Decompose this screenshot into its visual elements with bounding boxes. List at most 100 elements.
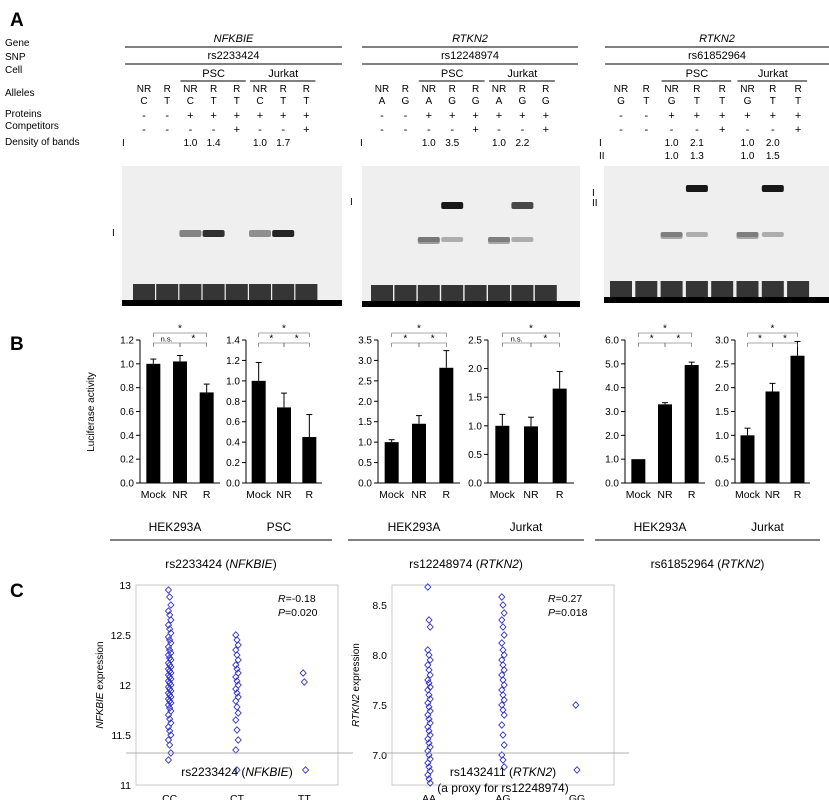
bar-r — [790, 355, 805, 483]
gel-background — [604, 166, 829, 303]
lane-protein: - — [644, 110, 648, 122]
significance-label: * — [650, 334, 654, 345]
cell-line-label: HEK293A — [388, 520, 441, 534]
y-tick-label: 11 — [120, 780, 131, 792]
free-probe-band — [511, 285, 534, 303]
lane-protein: + — [210, 110, 216, 122]
panel-c-label: C — [10, 581, 24, 602]
y-tick-label: 0.2 — [226, 458, 240, 469]
lane-protein: + — [449, 110, 455, 122]
snp-group-label: rs61852964 (RTKN2) — [651, 557, 765, 571]
lane-allele: T — [234, 96, 240, 107]
row-label-snp: SNP — [5, 52, 26, 63]
panel-a-label: A — [10, 10, 24, 31]
free-probe-band — [272, 284, 295, 302]
y-tick-label: 0.0 — [605, 479, 619, 490]
shift-band — [511, 202, 534, 209]
data-point — [499, 623, 507, 631]
x-axis-label: rs1432411 (RTKN2) — [450, 765, 556, 779]
shift-band — [488, 237, 510, 242]
x-tick-label: GG — [569, 793, 585, 800]
significance-label: * — [543, 334, 547, 345]
data-point — [233, 677, 241, 685]
gel-bottom-edge — [122, 300, 342, 306]
lane-type: R — [449, 84, 456, 95]
bar-mock — [251, 380, 266, 483]
data-point — [167, 749, 175, 757]
bar-mock — [631, 459, 646, 483]
lane-protein: - — [165, 110, 169, 122]
lane-protein: + — [280, 110, 286, 122]
density-value: 1.0 — [665, 151, 679, 162]
lane-type: R — [693, 84, 700, 95]
x-tick-label: CC — [162, 793, 178, 800]
x-tick-label: R — [688, 489, 696, 501]
data-point — [166, 715, 174, 723]
y-tick-label: 2.0 — [715, 383, 729, 394]
lane-allele: T — [211, 96, 217, 107]
free-probe-band — [202, 284, 225, 302]
data-point — [299, 669, 307, 677]
snp-group-label: rs2233424 (NFKBIE) — [165, 557, 276, 571]
lane-allele: G — [617, 96, 625, 107]
x-tick-label: NR — [276, 489, 292, 501]
significance-label: * — [758, 334, 762, 345]
data-point — [425, 691, 433, 699]
free-probe-band — [225, 284, 248, 302]
stat-r: R=0.27 — [548, 593, 582, 605]
lane-protein: + — [234, 110, 240, 122]
x-tick-label: CT — [230, 793, 245, 800]
lane-allele: T — [303, 96, 309, 107]
x-tick-label: AG — [495, 793, 510, 800]
lane-allele: T — [770, 96, 776, 107]
y-tick-label: 0.0 — [715, 479, 729, 490]
significance-label: * — [417, 324, 421, 335]
lane-type: NR — [375, 84, 389, 95]
shift-band — [660, 232, 683, 239]
close-paren: ) — [552, 765, 556, 779]
bar-nr — [173, 361, 187, 483]
x-tick-label: Mock — [141, 489, 167, 501]
lane-competitor: - — [212, 124, 216, 136]
lane-competitor: - — [404, 124, 408, 136]
y-tick-label: 11.5 — [111, 730, 131, 742]
data-point — [164, 756, 173, 764]
significance-label: * — [191, 334, 195, 345]
lane-protein: + — [257, 110, 263, 122]
y-tick-label: 0.8 — [120, 383, 134, 394]
x-tick-label: TT — [298, 793, 311, 800]
lane-type: R — [233, 84, 240, 95]
snp-id: rs12248974 ( — [409, 557, 480, 571]
data-point — [166, 593, 174, 601]
luciferase-y-axis-label: Luciferase activity — [86, 372, 97, 451]
x-tick-label: Mock — [490, 489, 516, 501]
y-axis-label: RTKN2 expression — [351, 643, 362, 727]
emsa-cell-jurkat: Jurkat — [507, 68, 537, 80]
data-point — [166, 704, 174, 712]
emsa-snp-id: rs12248974 — [441, 50, 499, 62]
lane-competitor: + — [303, 124, 309, 136]
data-point — [164, 607, 173, 615]
bar-nr — [412, 423, 426, 483]
y-tick-label: 1.0 — [226, 376, 240, 387]
snp-group-label: rs12248974 (RTKN2) — [409, 557, 523, 571]
luciferase-chart-4: 0.0 0.5 1.0 1.5 2.0 2.5 Mock NR Rn.s. * * Jurkat — [458, 324, 584, 541]
shift-band — [685, 185, 708, 192]
snp-id: rs2233424 ( — [165, 557, 229, 571]
row-label-cell: Cell — [5, 65, 22, 76]
density-value: 1.0 — [492, 138, 506, 149]
significance-label: * — [676, 334, 680, 345]
data-point — [500, 711, 508, 719]
data-point — [166, 741, 174, 749]
lane-allele: A — [425, 96, 432, 107]
stat-symbol: P — [548, 607, 555, 619]
lane-allele: A — [379, 96, 386, 107]
y-tick-label: 0.0 — [468, 479, 482, 490]
free-probe-band — [179, 284, 202, 302]
lane-protein: + — [668, 110, 674, 122]
lane-type: R — [794, 84, 801, 95]
free-probe-band — [133, 284, 155, 302]
significance-label: * — [431, 334, 435, 345]
lane-allele: A — [496, 96, 503, 107]
